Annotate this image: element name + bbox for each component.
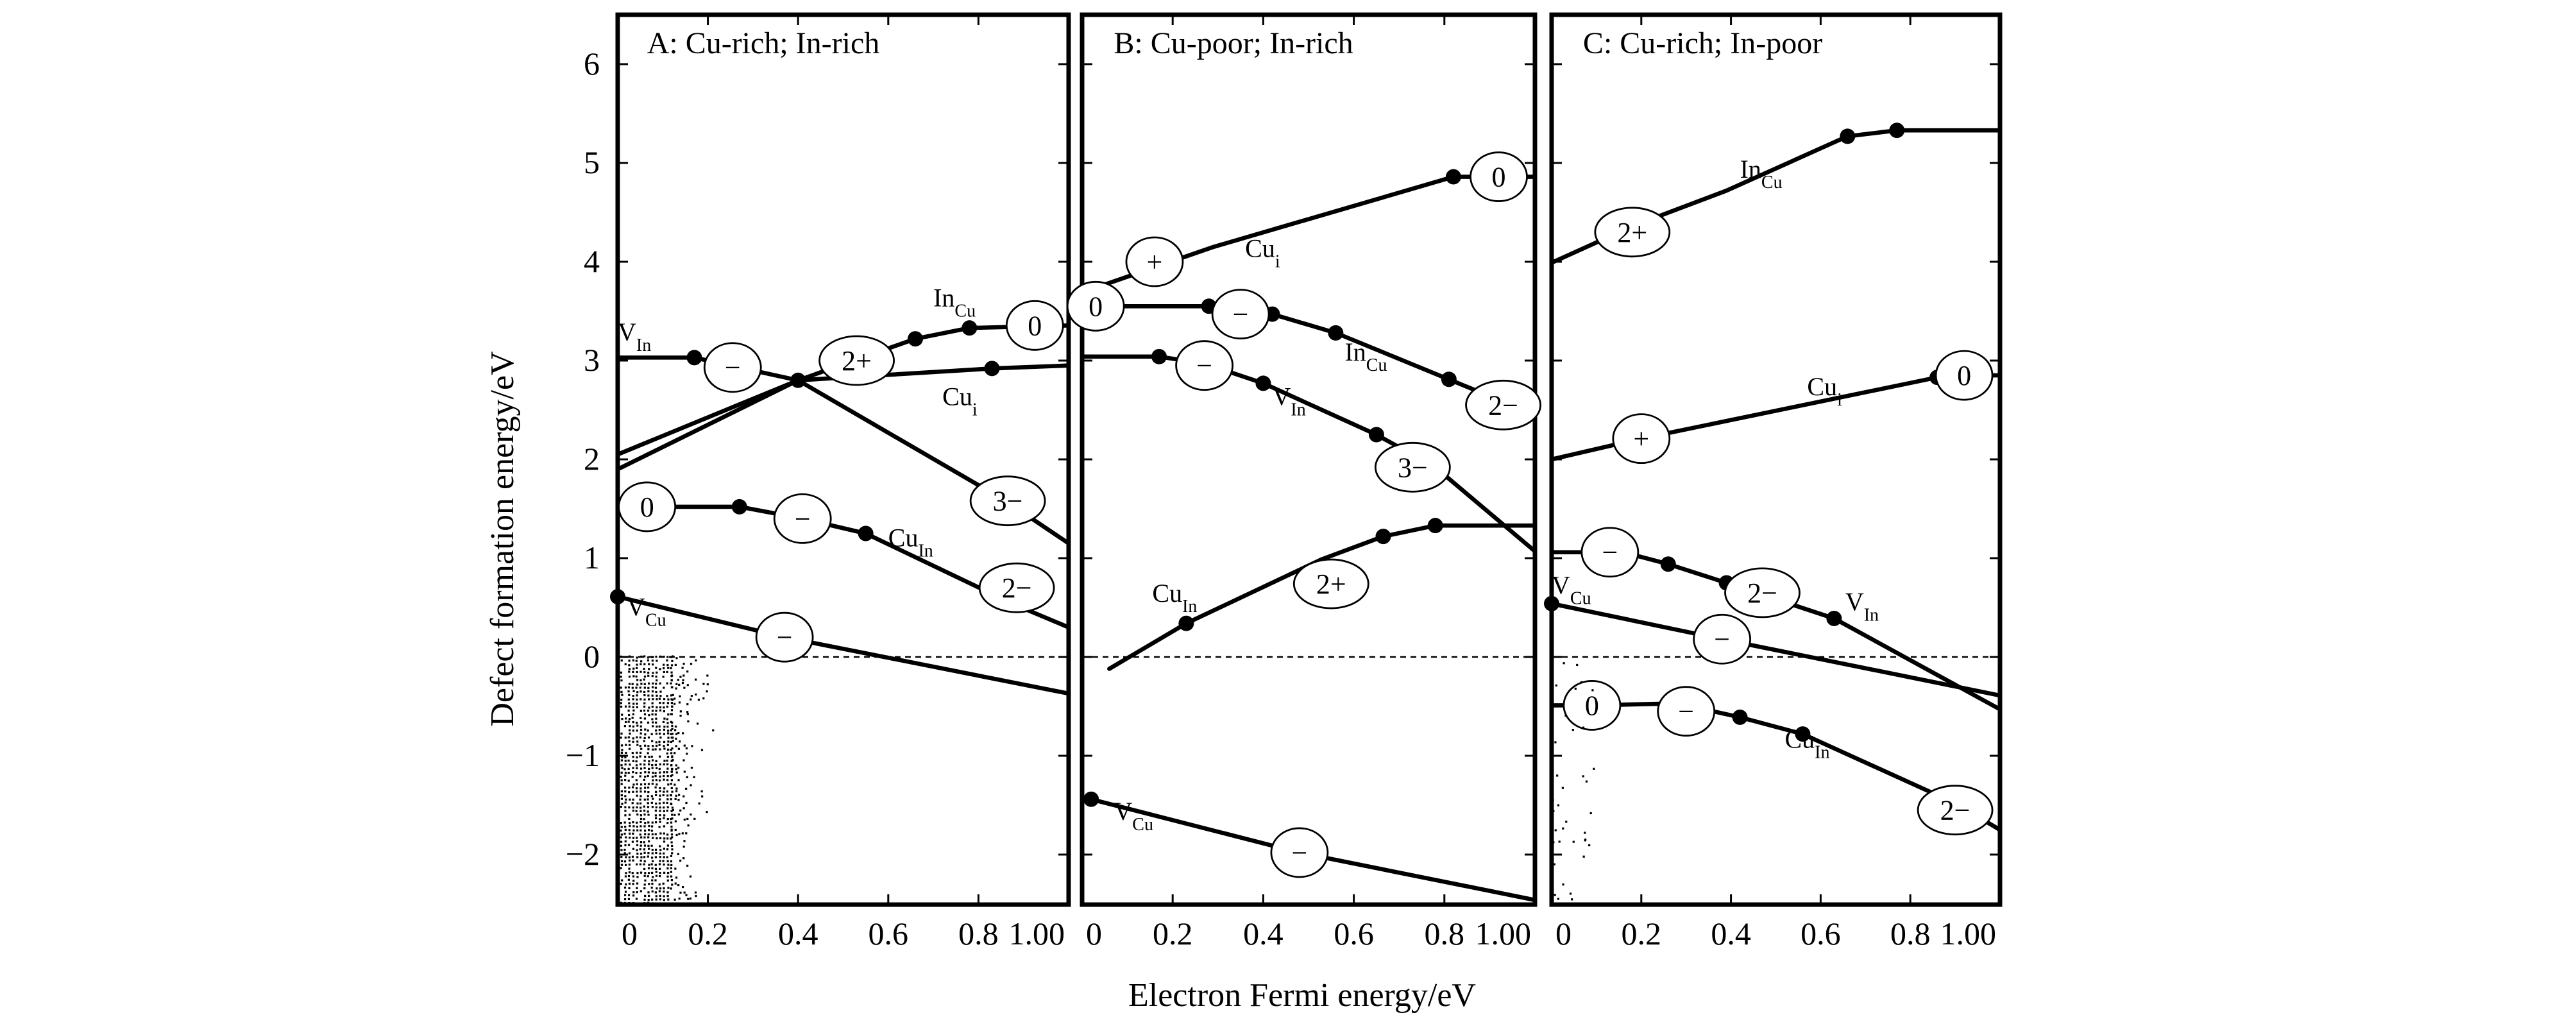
svg-text:0.4: 0.4 xyxy=(1243,916,1284,951)
svg-text:−: − xyxy=(777,622,793,653)
svg-text:+: + xyxy=(1633,423,1649,455)
svg-text:0: 0 xyxy=(1555,916,1572,951)
svg-text:1: 1 xyxy=(584,540,600,575)
svg-text:3: 3 xyxy=(584,342,600,378)
svg-text:0: 0 xyxy=(1585,690,1599,721)
svg-text:2: 2 xyxy=(584,441,600,477)
svg-text:−: − xyxy=(1714,624,1730,655)
svg-text:1.00: 1.00 xyxy=(1475,916,1532,951)
svg-text:0: 0 xyxy=(622,916,638,951)
svg-text:−: − xyxy=(1291,837,1307,869)
svg-text:1.00: 1.00 xyxy=(1009,916,1065,951)
svg-text:0.6: 0.6 xyxy=(1801,916,1841,951)
svg-text:−2: −2 xyxy=(566,836,600,872)
svg-text:0.2: 0.2 xyxy=(1153,916,1193,951)
svg-text:0.2: 0.2 xyxy=(688,916,728,951)
svg-text:Defect formation energy/eV: Defect formation energy/eV xyxy=(484,351,521,726)
svg-text:1.00: 1.00 xyxy=(1940,916,1997,951)
svg-text:0.6: 0.6 xyxy=(1334,916,1374,951)
svg-text:C: Cu-rich; In-poor: C: Cu-rich; In-poor xyxy=(1583,26,1822,60)
svg-text:0.2: 0.2 xyxy=(1622,916,1662,951)
svg-text:0.6: 0.6 xyxy=(869,916,909,951)
svg-text:−: − xyxy=(1602,537,1618,568)
svg-text:0.8: 0.8 xyxy=(1425,916,1465,951)
svg-text:−: − xyxy=(1233,299,1249,330)
svg-text:2+: 2+ xyxy=(1316,568,1346,600)
svg-text:2−: 2− xyxy=(1747,577,1777,609)
svg-text:0: 0 xyxy=(1957,360,1971,391)
svg-text:2+: 2+ xyxy=(1617,217,1647,248)
svg-text:+: + xyxy=(1147,246,1163,278)
svg-text:2−: 2− xyxy=(1488,389,1518,421)
svg-text:Electron Fermi energy/eV: Electron Fermi energy/eV xyxy=(1128,977,1476,1014)
svg-text:B: Cu-poor; In-rich: B: Cu-poor; In-rich xyxy=(1114,26,1353,60)
svg-text:−: − xyxy=(1678,696,1694,728)
svg-text:0.8: 0.8 xyxy=(958,916,999,951)
svg-text:−: − xyxy=(725,352,741,384)
svg-text:0: 0 xyxy=(640,491,654,523)
svg-text:0: 0 xyxy=(1492,162,1506,193)
svg-text:−: − xyxy=(1196,350,1212,382)
svg-text:3−: 3− xyxy=(1398,452,1428,483)
svg-text:A: Cu-rich; In-rich: A: Cu-rich; In-rich xyxy=(647,26,880,60)
svg-text:0: 0 xyxy=(1028,310,1042,341)
svg-text:2−: 2− xyxy=(1940,795,1970,826)
svg-text:6: 6 xyxy=(584,46,600,81)
svg-text:2+: 2+ xyxy=(842,345,872,377)
svg-text:0: 0 xyxy=(1086,916,1102,951)
svg-text:0.4: 0.4 xyxy=(778,916,818,951)
svg-text:3−: 3− xyxy=(993,486,1023,517)
svg-text:2−: 2− xyxy=(1002,572,1032,604)
svg-text:0.4: 0.4 xyxy=(1711,916,1751,951)
svg-text:0: 0 xyxy=(1089,291,1103,322)
svg-text:0.8: 0.8 xyxy=(1890,916,1931,951)
svg-text:−1: −1 xyxy=(566,737,600,773)
svg-text:5: 5 xyxy=(584,144,600,180)
svg-text:0: 0 xyxy=(584,638,600,674)
svg-text:−: − xyxy=(795,503,811,534)
svg-text:4: 4 xyxy=(584,243,600,279)
